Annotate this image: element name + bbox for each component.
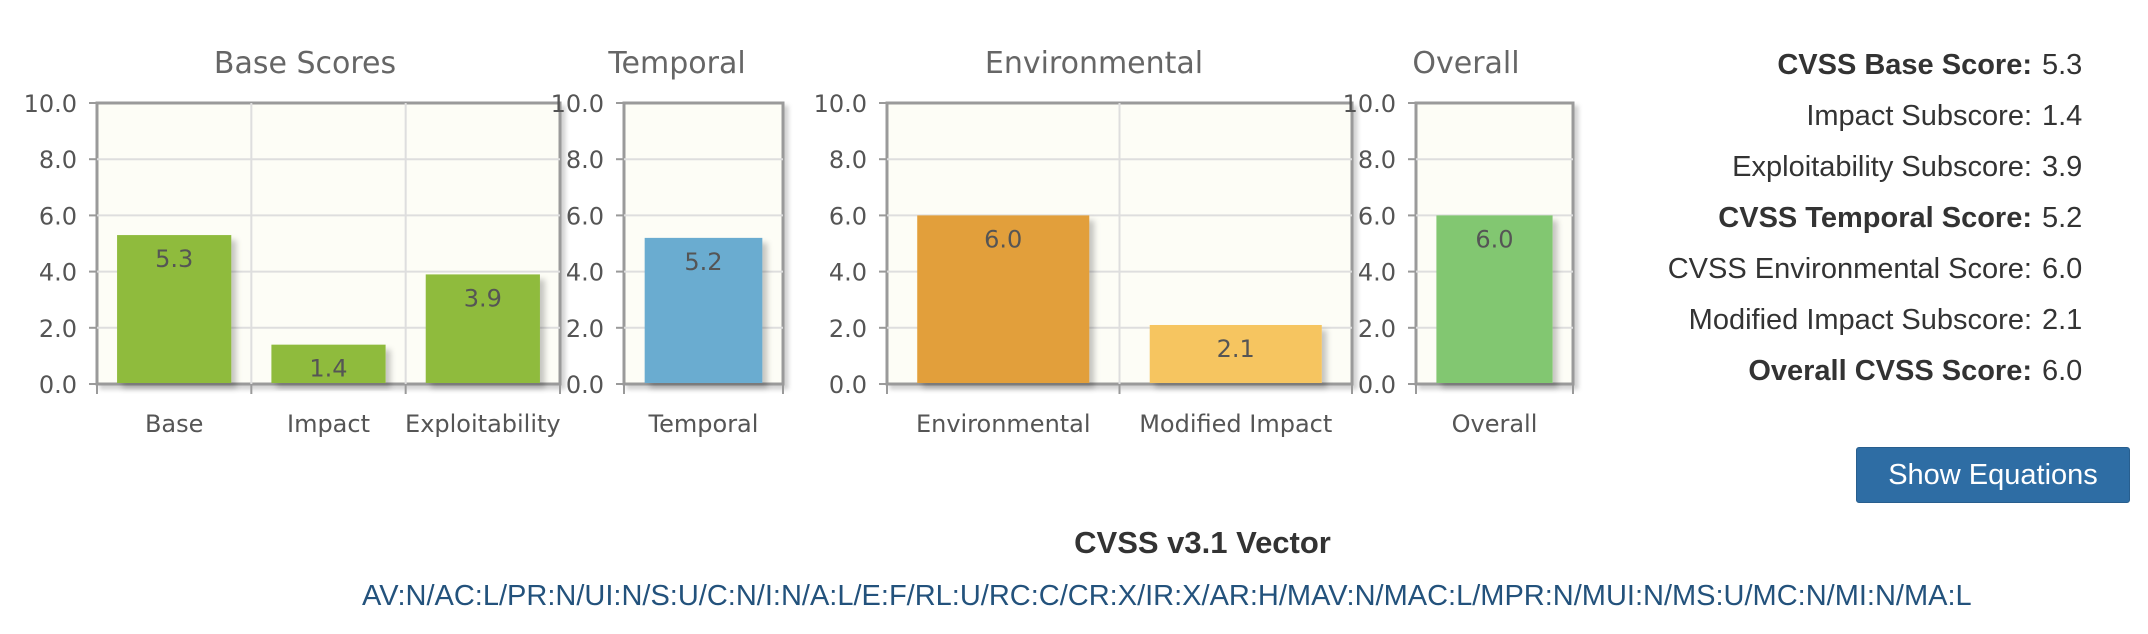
y-tick-label: 4.0 [39, 259, 77, 287]
bar-value-label: 5.3 [155, 245, 193, 273]
score-row: Modified Impact Subscore: 2.1 [1668, 295, 2094, 346]
score-label: CVSS Temporal Score: [1718, 202, 2032, 234]
bar-value-label: 3.9 [464, 284, 502, 312]
bar [1149, 324, 1322, 383]
y-tick-label: 6.0 [829, 202, 867, 230]
x-category-label: Base [145, 410, 203, 438]
y-tick-label: 2.0 [39, 315, 77, 343]
y-tick-label: 0.0 [1358, 371, 1396, 399]
score-row: Impact Subscore: 1.4 [1668, 91, 2094, 142]
score-value: 3.9 [2042, 151, 2083, 183]
chart-title: Temporal [607, 46, 745, 81]
score-value: 5.2 [2042, 202, 2083, 234]
bar-value-label: 2.1 [1217, 335, 1255, 363]
y-tick-label: 2.0 [1358, 315, 1396, 343]
show-equations-button[interactable]: Show Equations [1856, 447, 2130, 503]
score-row: Overall CVSS Score: 6.0 [1668, 346, 2094, 397]
score-row: CVSS Temporal Score: 5.2 [1668, 193, 2094, 244]
y-tick-label: 6.0 [1358, 202, 1396, 230]
y-tick-label: 0.0 [829, 371, 867, 399]
score-charts: 0.0 2.0 4.0 6.0 8.0 10.0 5.3 Base 1.4 Impact 3.9 Ex… [24, 46, 1575, 438]
y-tick-label: 4.0 [829, 259, 867, 287]
y-tick-label: 10.0 [814, 90, 867, 118]
y-tick-label: 8.0 [1358, 146, 1396, 174]
y-tick-label: 8.0 [566, 146, 604, 174]
bar [271, 344, 386, 383]
score-value: 1.4 [2042, 100, 2083, 132]
y-tick-label: 10.0 [1343, 90, 1396, 118]
score-label: Exploitability Subscore: [1732, 151, 2032, 183]
bar-value-label: 6.0 [1475, 225, 1513, 253]
y-tick-label: 2.0 [566, 315, 604, 343]
x-category-label: Modified Impact [1139, 410, 1332, 438]
vector-title: CVSS v3.1 Vector [1074, 525, 1331, 560]
y-tick-label: 2.0 [829, 315, 867, 343]
bar [117, 235, 232, 383]
bar [1436, 215, 1553, 383]
y-tick-label: 4.0 [566, 259, 604, 287]
x-category-label: Temporal [648, 410, 759, 438]
bar-value-label: 5.2 [684, 248, 722, 276]
score-label: CVSS Environmental Score: [1667, 253, 2032, 285]
bar-value-label: 1.4 [309, 355, 347, 383]
score-value: 5.3 [2042, 49, 2083, 81]
y-tick-label: 10.0 [24, 90, 77, 118]
y-tick-label: 8.0 [829, 146, 867, 174]
score-label: CVSS Base Score: [1777, 49, 2032, 81]
score-label: Modified Impact Subscore: [1688, 304, 2032, 336]
score-row: Exploitability Subscore: 3.9 [1668, 142, 2094, 193]
score-row: CVSS Environmental Score: 6.0 [1668, 244, 2094, 295]
y-tick-label: 10.0 [551, 90, 604, 118]
score-label: Overall CVSS Score: [1748, 355, 2032, 387]
y-tick-label: 6.0 [39, 202, 77, 230]
score-value: 2.1 [2042, 304, 2083, 336]
chart-title: Environmental [985, 46, 1203, 81]
x-category-label: Environmental [916, 410, 1091, 438]
score-row: CVSS Base Score: 5.3 [1668, 40, 2094, 91]
chart-title: Overall [1412, 46, 1519, 81]
bar-value-label: 6.0 [984, 225, 1022, 253]
bar [917, 215, 1090, 383]
score-value: 6.0 [2042, 355, 2083, 387]
score-value: 6.0 [2042, 253, 2083, 285]
x-category-label: Overall [1452, 410, 1538, 438]
y-tick-label: 0.0 [39, 371, 77, 399]
x-category-label: Impact [287, 410, 370, 438]
y-tick-label: 0.0 [566, 371, 604, 399]
y-tick-label: 4.0 [1358, 259, 1396, 287]
score-label: Impact Subscore: [1806, 100, 2032, 132]
y-tick-label: 6.0 [566, 202, 604, 230]
bar [644, 237, 763, 383]
y-tick-label: 8.0 [39, 146, 77, 174]
x-category-label: Exploitability [405, 410, 561, 438]
bar [425, 274, 540, 383]
score-summary: CVSS Base Score: 5.3 Impact Subscore: 1.4 Ex… [1668, 40, 2094, 397]
chart-title: Base Scores [214, 46, 396, 81]
vector-string-link[interactable]: AV:N/AC:L/PR:N/UI:N/S:U/C:N/I:N/A:L/E:F/… [362, 580, 1972, 612]
